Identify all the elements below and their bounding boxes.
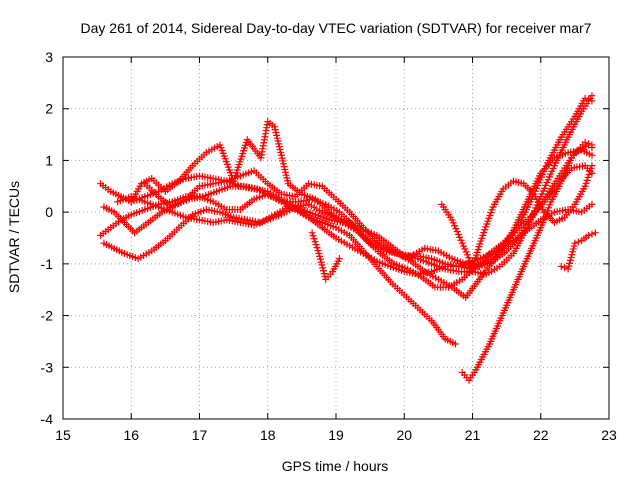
x-tick-label: 17	[192, 427, 208, 443]
data-point	[588, 141, 596, 149]
series-arc-7	[141, 92, 596, 278]
series-arc-6	[127, 94, 596, 301]
data-point	[309, 232, 317, 240]
y-tick-label: 1	[45, 152, 53, 168]
data-point	[571, 239, 579, 247]
y-tick-label: 3	[45, 49, 53, 65]
data-point	[585, 140, 593, 148]
series-arc-9	[438, 162, 596, 270]
y-tick-label: -4	[41, 411, 54, 427]
y-tick-label: -1	[41, 256, 54, 272]
plot-frame	[62, 56, 610, 420]
x-tick-label: 21	[465, 427, 481, 443]
data-point	[588, 151, 596, 159]
x-axis-label: GPS time / hours	[282, 458, 389, 474]
x-tick-label: 18	[260, 427, 276, 443]
y-tick-label: 2	[45, 101, 53, 117]
x-tick-label: 20	[396, 427, 412, 443]
y-tick-label: -3	[41, 359, 54, 375]
data-point	[585, 231, 593, 239]
data-point	[588, 200, 596, 208]
chart-title: Day 261 of 2014, Sidereal Day-to-day VTE…	[81, 20, 592, 36]
x-tick-label: 22	[533, 427, 549, 443]
data-point	[588, 162, 596, 170]
x-tick-label: 16	[123, 427, 139, 443]
data-point	[546, 201, 554, 209]
data-point	[451, 340, 459, 348]
data-point	[312, 241, 320, 249]
data-point	[591, 229, 599, 237]
data-point	[545, 204, 553, 212]
data-point	[574, 238, 582, 246]
data-point	[313, 244, 321, 252]
y-axis-label: SDTVAR / TECUs	[6, 181, 22, 293]
y-tick-label: -2	[41, 308, 54, 324]
data-point	[310, 235, 318, 243]
x-tick-label: 23	[601, 427, 617, 443]
data-point	[561, 264, 569, 272]
data-point	[582, 179, 590, 187]
x-tick-label: 15	[55, 427, 71, 443]
data-point	[335, 255, 343, 263]
data-point	[587, 165, 595, 173]
data-point	[308, 229, 316, 237]
data-point	[311, 238, 319, 246]
data-point	[540, 216, 548, 224]
y-tick-label: 0	[45, 204, 53, 220]
data-point	[557, 262, 565, 270]
data-point	[581, 182, 589, 190]
data-point	[544, 207, 552, 215]
data-point	[588, 230, 596, 238]
series-arc-8	[458, 138, 596, 384]
data-point	[581, 138, 589, 146]
data-point	[584, 173, 592, 181]
x-tick-label: 19	[328, 427, 344, 443]
data-point	[586, 168, 594, 176]
series-arc-10	[557, 229, 599, 273]
data-point	[583, 176, 591, 184]
data-point	[588, 92, 596, 100]
series-arc-11	[308, 229, 343, 283]
data-point	[585, 170, 593, 178]
data-point	[314, 247, 322, 255]
data-markers	[97, 92, 599, 384]
